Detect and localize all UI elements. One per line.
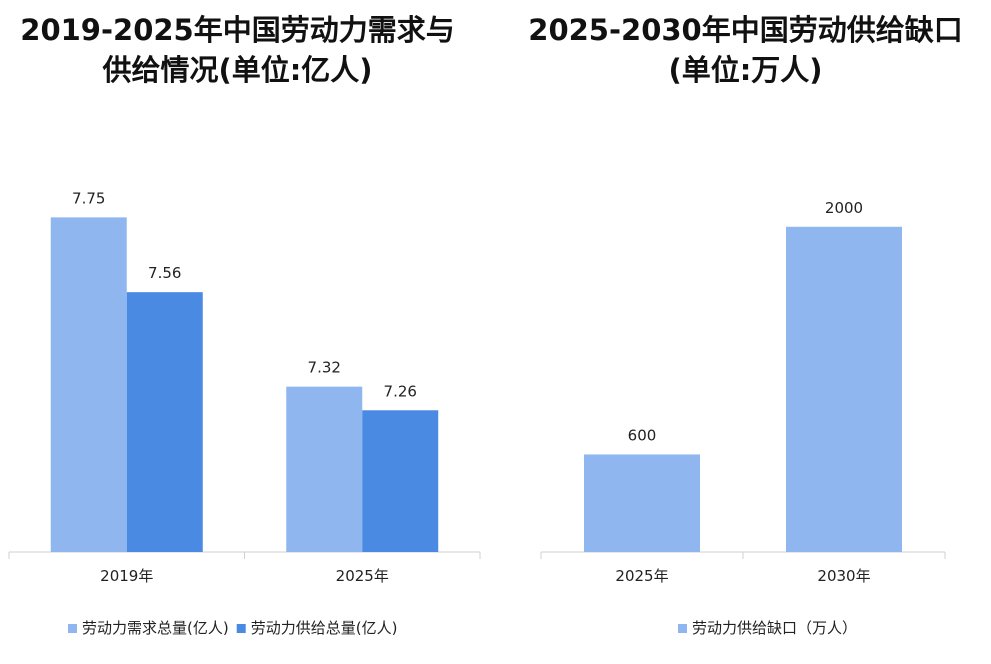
left-bar-2-2	[362, 410, 439, 552]
right-x-tick-label-2: 2030年	[817, 567, 870, 585]
left-x-tick-label-2: 2025年	[336, 567, 389, 585]
right-chart-title-line-1: 2025-2030年中国劳动供给缺口	[528, 13, 963, 47]
right-data-label-1-1: 600	[628, 426, 657, 444]
left-chart-title-line-1: 2019-2025年中国劳动力需求与	[20, 13, 455, 47]
left-chart-title: 2019-2025年中国劳动力需求与 供给情况(单位:亿人)	[0, 10, 475, 90]
left-bar-1-2	[286, 386, 363, 552]
right-data-label-1-2: 2000	[825, 199, 863, 217]
right-x-tick-label-1: 2025年	[615, 567, 668, 585]
left-legend-swatch-1	[68, 624, 77, 633]
left-data-label-2-1: 7.56	[148, 264, 181, 282]
right-legend-swatch-1	[678, 624, 687, 633]
right-chart-title: 2025-2030年中国劳动供给缺口 (单位:万人)	[500, 10, 991, 90]
left-data-label-1-2: 7.32	[308, 359, 341, 377]
left-x-tick-label-1: 2019年	[100, 567, 153, 585]
left-legend-label-1: 劳动力需求总量(亿人)	[82, 619, 229, 637]
left-legend-label-2: 劳动力供给总量(亿人)	[251, 619, 398, 637]
left-bar-1-1	[50, 217, 127, 553]
left-data-label-1-1: 7.75	[72, 189, 105, 207]
right-legend-label-1: 劳动力供给缺口（万人）	[692, 619, 857, 637]
right-chart-title-line-2: (单位:万人)	[668, 53, 823, 87]
left-bar-2-1	[126, 292, 203, 552]
left-data-label-2-2: 7.26	[384, 382, 417, 400]
right-bar-1-2	[786, 226, 902, 553]
left-chart-title-line-2: 供给情况(单位:亿人)	[102, 53, 373, 87]
left-legend-swatch-2	[236, 624, 246, 633]
right-bar-1-1	[584, 454, 700, 552]
